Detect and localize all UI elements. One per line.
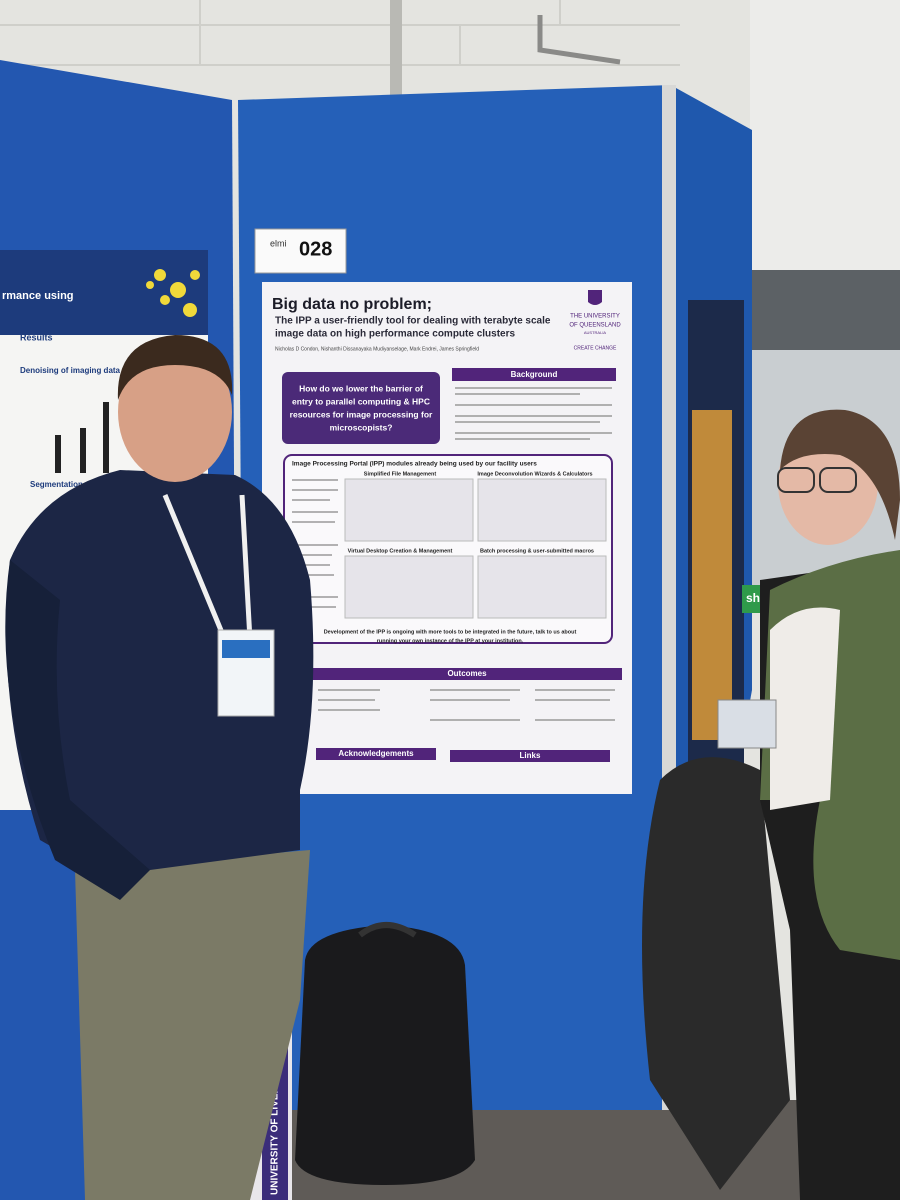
section-bar: [452, 368, 616, 381]
backpack: [295, 925, 475, 1185]
section-bar: [312, 668, 622, 680]
institution: THE UNIVERSITY: [570, 314, 620, 320]
poster-subtitle: The IPP a user-friendly tool for dealing…: [275, 316, 551, 327]
question: entry to parallel computing & HPC: [292, 396, 430, 406]
motto: CREATE CHANGE: [574, 345, 617, 351]
man-trousers: [75, 850, 310, 1200]
lanyard: [162, 494, 253, 641]
section-heading: Background: [511, 370, 558, 379]
panel-label: Image Deconvolution Wizards & Calculator…: [477, 471, 592, 477]
badge-header: [222, 640, 270, 658]
crest: [588, 290, 602, 305]
glasses: [777, 467, 815, 493]
question: resources for image processing for: [290, 409, 433, 419]
panel-label: Simplified File Management: [364, 471, 437, 477]
left-poster-heading: Denoising of imaging data – N: [20, 366, 135, 375]
coat: [642, 757, 790, 1190]
panel-label: Batch processing & user-submitted macros: [480, 548, 594, 554]
board-brand: elmi: [270, 238, 287, 248]
man-face: [118, 342, 232, 482]
authors: Nicholas D Condon, Nishanthi Dissanayaka…: [275, 346, 479, 352]
left-poster-title: rmance using: [2, 290, 74, 302]
body-text: [318, 689, 615, 721]
board-number: 028: [299, 238, 332, 260]
left-poster-heading: Segmentation of: [30, 480, 93, 489]
poster-title: Big data no problem;: [272, 296, 432, 313]
decor-dots: [146, 269, 200, 317]
panel-label: Virtual Desktop Creation & Management: [348, 548, 453, 554]
country: AUSTRALIA: [584, 330, 607, 335]
section-heading: Links: [520, 751, 541, 760]
body-text: [455, 387, 612, 440]
wall-right: [750, 0, 900, 280]
question: microscopists?: [330, 422, 393, 432]
hook: [537, 15, 621, 65]
section-bar: [316, 748, 436, 760]
pipe: [390, 0, 402, 95]
top: [770, 607, 840, 810]
man-sweater: [6, 470, 314, 880]
institution: OF QUEENSLAND: [569, 323, 621, 329]
question-box: [282, 372, 440, 444]
tube-label: UNIVERSITY OF LIVERPOOL: [270, 1058, 281, 1195]
right-poster-panel: [692, 410, 732, 740]
section-heading: Outcomes: [447, 669, 487, 678]
section-bar: [450, 750, 610, 762]
development-text: Development of the IPP is ongoing with m…: [324, 629, 577, 635]
glasses: [819, 467, 857, 493]
left-poster-heading: Results: [20, 332, 53, 342]
board-label: [254, 228, 347, 274]
screenshots: [344, 478, 607, 619]
development-text: running your own instance of the IPP at …: [377, 638, 524, 644]
backpack-handle: [358, 922, 417, 938]
man-arm: [5, 560, 151, 900]
woman-badge: [717, 699, 777, 749]
question: How do we lower the barrier of: [299, 383, 423, 393]
window-frame: [750, 270, 900, 350]
brick-lines: [0, 0, 680, 66]
section-heading: Acknowledgements: [338, 749, 414, 758]
poster-subtitle: image data on high performance compute c…: [275, 329, 515, 340]
modules-heading: Image Processing Portal (IPP) modules al…: [292, 461, 537, 468]
man-hair: [117, 335, 233, 400]
left-poster-bars: [55, 402, 109, 473]
woman-hair: [780, 409, 900, 540]
